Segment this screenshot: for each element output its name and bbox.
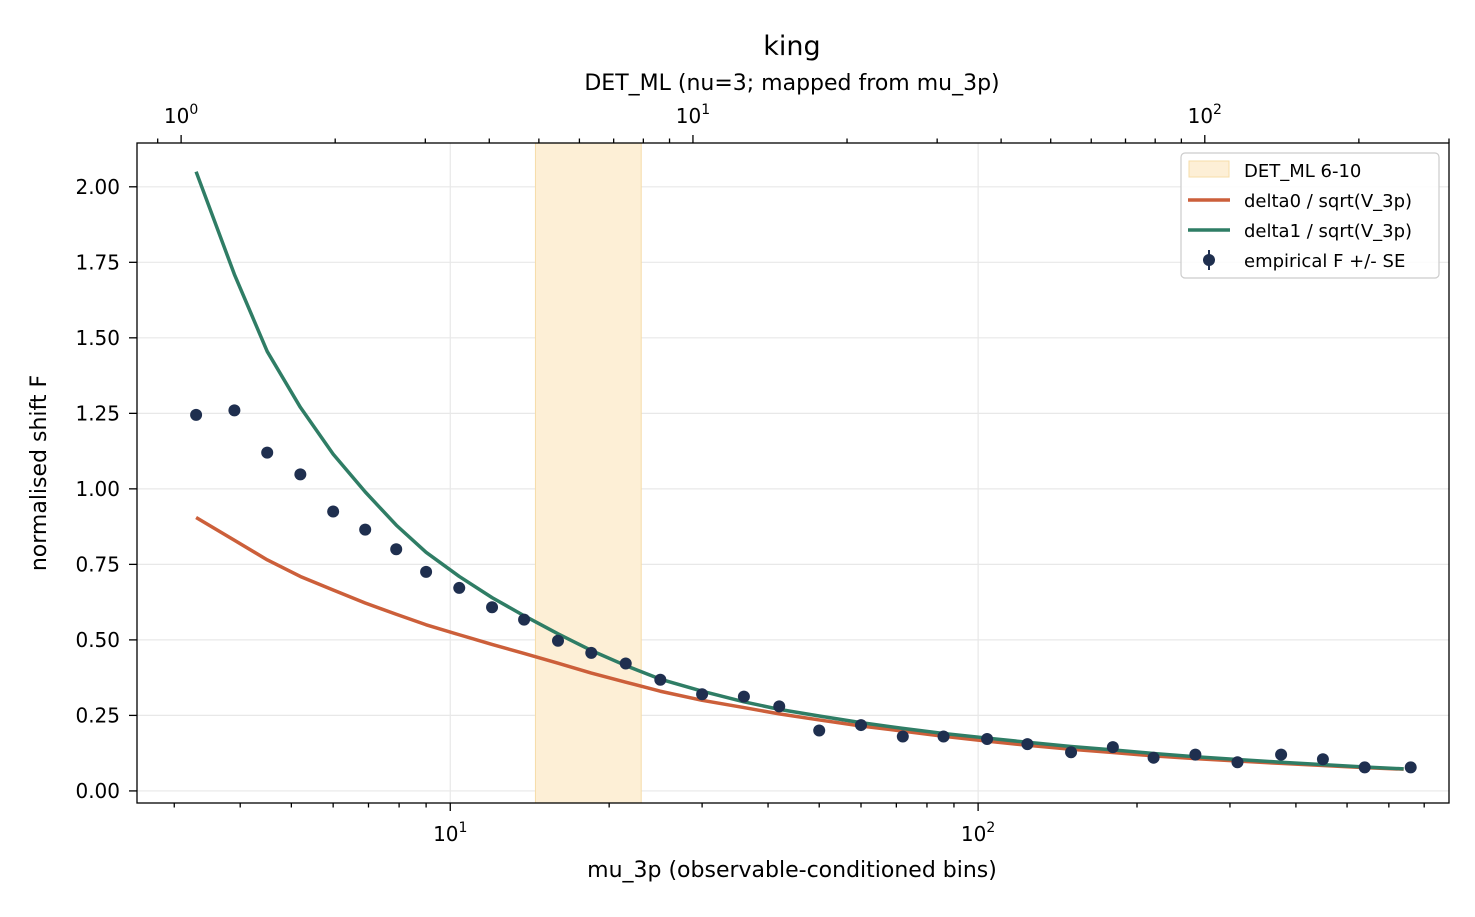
empirical-point [486, 601, 499, 614]
empirical-point [619, 657, 632, 670]
y-tick-label: 2.00 [75, 175, 120, 199]
x-axis-label: mu_3p (observable-conditioned bins) [587, 858, 997, 883]
empirical-point [937, 730, 950, 743]
legend-delta1-label: delta1 / sqrt(V_3p) [1244, 221, 1412, 242]
empirical-point [1275, 748, 1288, 761]
empirical-point [453, 581, 466, 594]
y-tick-label: 1.00 [75, 477, 120, 501]
empirical-point [228, 404, 241, 417]
empirical-point [1189, 748, 1202, 761]
legend-empirical-marker [1203, 254, 1215, 266]
legend-delta0-label: delta0 / sqrt(V_3p) [1244, 191, 1412, 212]
x-axis: 101 102 [173, 803, 1425, 846]
empirical-point [813, 724, 826, 737]
legend-band-swatch [1188, 160, 1230, 178]
x2-tick-label: 100 [164, 102, 198, 128]
empirical-point [327, 505, 340, 518]
y-tick-label: 1.50 [75, 326, 120, 350]
series-line-0 [195, 516, 1404, 771]
empirical-point [981, 732, 994, 745]
empirical-point [359, 523, 372, 536]
empirical-point [737, 690, 750, 703]
empirical-point [896, 730, 909, 743]
empirical-point [1106, 741, 1119, 754]
empirical-point [585, 646, 598, 659]
x2-tick-label: 102 [1188, 102, 1222, 128]
empirical-point [518, 613, 531, 626]
y-tick-label: 0.00 [75, 779, 120, 803]
y-tick-label: 0.75 [75, 552, 120, 576]
legend-empirical-label: empirical F +/- SE [1244, 251, 1405, 272]
empirical-point [696, 688, 709, 701]
legend-band-label: DET_ML 6-10 [1244, 161, 1361, 182]
empirical-point [1358, 761, 1371, 774]
series-layer [190, 171, 1417, 774]
empirical-point [1404, 761, 1417, 774]
y-tick-label: 1.75 [75, 250, 120, 274]
empirical-point [261, 446, 274, 459]
plot-frame [136, 142, 1450, 804]
x-tick-label: 101 [433, 820, 467, 846]
legend-frame [1180, 152, 1440, 279]
y-axis-label: normalised shift F [27, 375, 52, 571]
empirical-point [294, 468, 307, 481]
empirical-point [1147, 751, 1160, 764]
chart-title: king [763, 31, 820, 62]
empirical-point [1021, 738, 1034, 751]
secondary-x-axis-label: DET_ML (nu=3; mapped from mu_3p) [584, 71, 999, 96]
empirical-point [552, 634, 565, 647]
y-tick-label: 0.50 [75, 628, 120, 652]
secondary-x-axis: 100 101 102 [157, 102, 1450, 143]
empirical-point [190, 408, 203, 421]
empirical-point [654, 673, 667, 686]
empirical-point [390, 543, 403, 556]
empirical-point [420, 565, 433, 578]
y-tick-label: 1.25 [75, 401, 120, 425]
empirical-point [1231, 756, 1244, 769]
grid [137, 143, 1449, 803]
x-tick-label: 102 [961, 820, 995, 846]
empirical-point [1316, 753, 1329, 766]
y-tick-label: 0.25 [75, 703, 120, 727]
empirical-point [855, 719, 868, 732]
empirical-point [1065, 746, 1078, 759]
y-axis: 0.00 0.25 0.50 0.75 1.00 1.25 1.50 1.75 2.00 [75, 175, 137, 803]
legend: DET_ML 6-10 delta0 / sqrt(V_3p) delta1 /… [1180, 152, 1440, 279]
det-ml-band [534, 142, 642, 804]
empirical-point [773, 700, 786, 713]
x2-tick-label: 101 [676, 102, 710, 128]
